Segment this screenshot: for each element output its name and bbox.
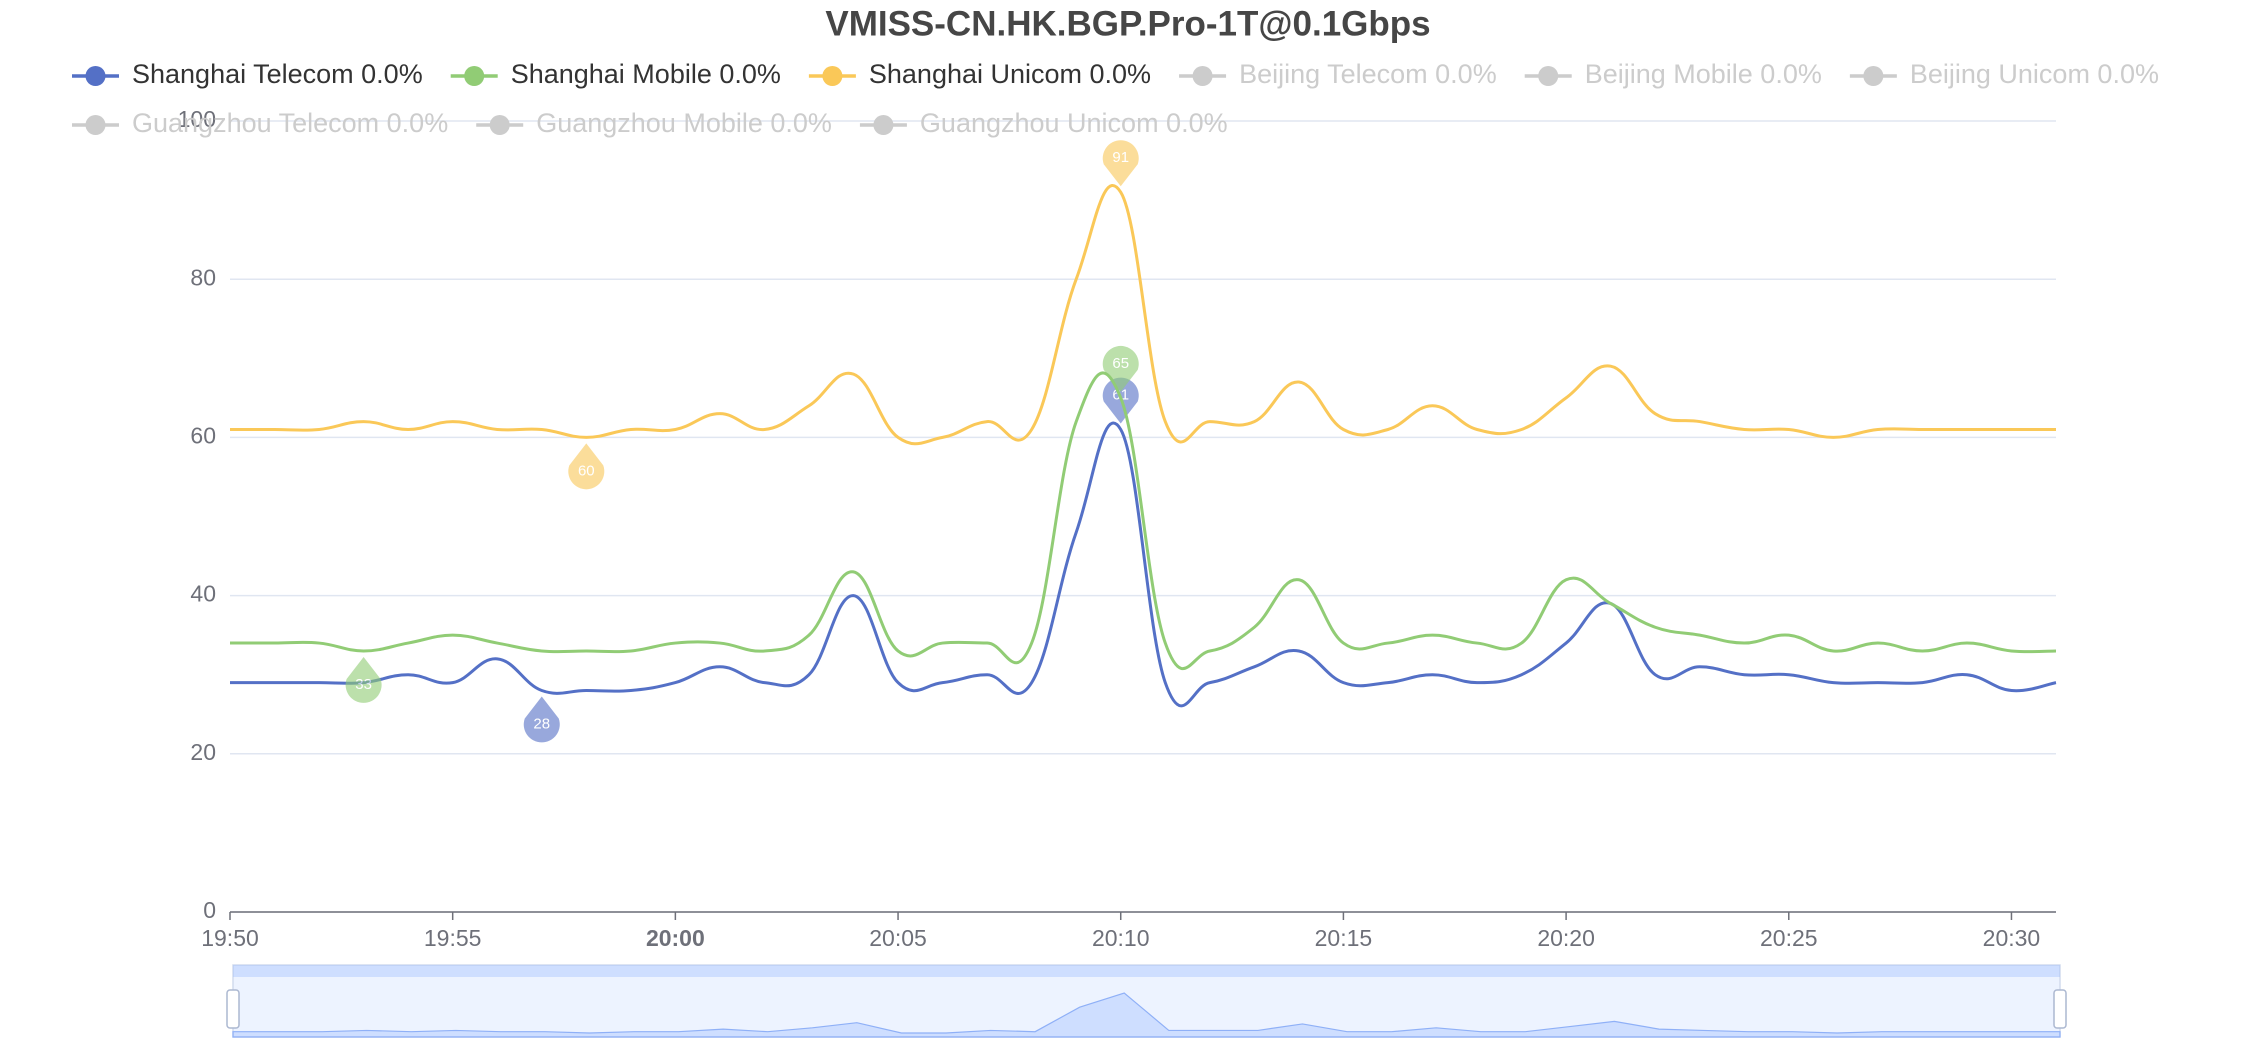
legend-dot — [1863, 66, 1884, 86]
legend-label: Shanghai Mobile 0.0% — [511, 59, 781, 89]
series-line — [229, 421, 2057, 708]
legend-label: Guangzhou Unicom 0.0% — [920, 108, 1228, 138]
mark-point: 65 — [1102, 345, 1139, 392]
zoom-bar — [233, 965, 2060, 977]
x-tick-label: 20:30 — [1983, 925, 2041, 951]
legend-label: Shanghai Telecom 0.0% — [132, 59, 423, 89]
mark-pin — [1102, 345, 1139, 392]
legend-label: Beijing Telecom 0.0% — [1239, 59, 1497, 89]
legend-label: Beijing Mobile 0.0% — [1585, 59, 1822, 89]
legend-label: Guangzhou Mobile 0.0% — [536, 108, 832, 138]
legend-label: Shanghai Unicom 0.0% — [869, 59, 1151, 89]
legend-item[interactable]: Shanghai Mobile 0.0% — [450, 59, 781, 89]
y-tick-label: 0 — [203, 897, 216, 923]
zoom-handle[interactable] — [226, 989, 240, 1029]
x-tick-label: 20:20 — [1537, 925, 1595, 951]
legend-item[interactable]: Guangzhou Telecom 0.0% — [72, 108, 448, 138]
y-tick-label: 20 — [190, 739, 216, 765]
x-tick-label: 20:25 — [1760, 925, 1818, 951]
legend-dot — [464, 66, 485, 86]
x-tick-label: 20:10 — [1092, 925, 1150, 951]
legend-item[interactable]: Beijing Mobile 0.0% — [1524, 59, 1822, 89]
legend-dot — [822, 66, 843, 86]
chart-title: VMISS-CN.HK.BGP.Pro-1T@0.1Gbps — [825, 4, 1430, 43]
mark-label: 33 — [355, 676, 372, 693]
legend-item[interactable]: Beijing Telecom 0.0% — [1179, 59, 1497, 89]
series-line — [229, 371, 2057, 671]
legend-dot — [85, 115, 106, 135]
legend-label: Guangzhou Telecom 0.0% — [132, 108, 448, 138]
legend-dot — [1192, 66, 1213, 86]
y-tick-label: 60 — [190, 422, 216, 448]
mark-point: 60 — [568, 443, 605, 490]
mark-label: 91 — [1112, 149, 1129, 166]
mark-pin — [523, 696, 560, 743]
legend-item[interactable]: Beijing Unicom 0.0% — [1849, 59, 2159, 89]
mark-label: 28 — [533, 715, 550, 732]
series-line — [230, 183, 2056, 446]
zoom-frame — [232, 964, 2061, 1038]
x-tick-label: 19:55 — [424, 925, 482, 951]
mark-pin — [345, 656, 382, 703]
legend-dot — [1538, 66, 1559, 86]
x-tick-label: 19:50 — [201, 925, 259, 951]
legend-dot — [489, 115, 510, 135]
mark-pin — [568, 443, 605, 490]
legend-label: Beijing Unicom 0.0% — [1910, 59, 2159, 89]
legend-dot — [85, 66, 106, 86]
x-tick-label: 20:05 — [869, 925, 927, 951]
mark-pin — [1102, 140, 1139, 187]
legend-item[interactable]: Shanghai Unicom 0.0% — [808, 59, 1151, 89]
legend-item[interactable]: Guangzhou Unicom 0.0% — [859, 108, 1228, 138]
legend-item[interactable]: Shanghai Telecom 0.0% — [72, 59, 423, 89]
mark-label: 60 — [578, 462, 595, 479]
zoom-preview — [232, 992, 2061, 1038]
legend-dot — [873, 115, 894, 135]
y-tick-label: 80 — [190, 264, 216, 290]
mark-point: 28 — [523, 696, 560, 743]
mark-point: 33 — [345, 656, 382, 703]
y-tick-label: 40 — [190, 581, 216, 607]
legend-item[interactable]: Guangzhou Mobile 0.0% — [476, 108, 832, 138]
mark-label: 65 — [1112, 355, 1129, 372]
zoom-handle[interactable] — [2053, 989, 2067, 1029]
x-tick-label: 20:00 — [646, 925, 705, 951]
x-tick-label: 20:15 — [1315, 925, 1373, 951]
y-tick-label: 100 — [178, 106, 216, 132]
mark-point: 91 — [1102, 140, 1139, 187]
